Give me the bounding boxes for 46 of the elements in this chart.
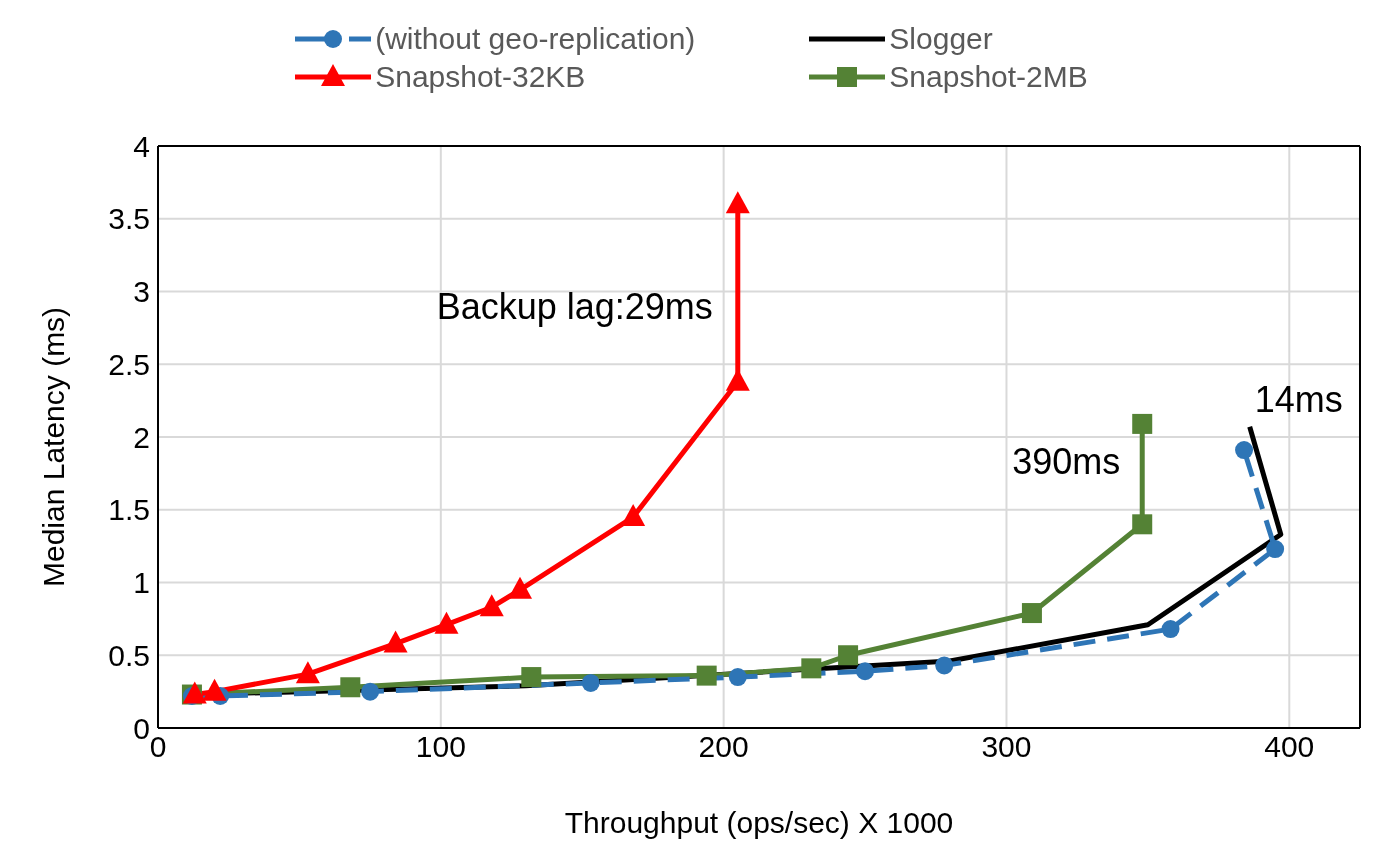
point — [383, 630, 408, 653]
y-tick-label: 2 — [133, 420, 150, 454]
point — [581, 673, 600, 692]
legend-label: Slogger — [889, 22, 993, 56]
y-tick-label: 4 — [133, 129, 150, 163]
point — [725, 191, 750, 214]
annotation: 14ms — [1254, 378, 1343, 420]
point — [801, 658, 822, 679]
y-tick-label: 0.5 — [108, 638, 150, 672]
y-tick-label: 1.5 — [108, 493, 150, 527]
annotation: 390ms — [1012, 440, 1121, 482]
point — [434, 611, 459, 634]
point — [340, 677, 361, 698]
point — [621, 504, 646, 527]
legend-label: Snapshot-2MB — [889, 60, 1088, 94]
point — [728, 668, 747, 687]
point — [1132, 413, 1153, 434]
x-axis-title: Throughput (ops/sec) X 1000 — [564, 806, 954, 839]
y-tick-label: 3.5 — [108, 202, 150, 236]
point — [479, 594, 504, 617]
x-tick-label: 300 — [981, 730, 1032, 764]
point — [838, 645, 859, 666]
point — [521, 667, 542, 688]
point — [182, 681, 207, 704]
x-tick-label: 400 — [1264, 730, 1315, 764]
y-tick-label: 1 — [133, 566, 150, 600]
point — [1132, 514, 1153, 535]
point — [696, 665, 717, 686]
x-tick-label: 100 — [415, 730, 466, 764]
x-tick-label: 200 — [698, 730, 749, 764]
point — [508, 576, 533, 599]
point — [1021, 603, 1042, 624]
point — [202, 678, 227, 701]
point — [935, 656, 954, 675]
y-axis-title: Median Latency (ms) — [36, 306, 70, 587]
annotation: Backup lag:29ms — [436, 286, 713, 328]
point — [295, 661, 320, 684]
y-tick-label: 2.5 — [108, 347, 150, 381]
point — [1235, 441, 1254, 460]
point — [1161, 620, 1180, 639]
legend-label: (without geo-replication) — [375, 22, 696, 56]
point — [361, 682, 380, 701]
point — [856, 662, 875, 681]
point — [1266, 540, 1285, 559]
y-tick-label: 3 — [133, 275, 150, 309]
legend-label: Snapshot-32KB — [375, 60, 586, 94]
